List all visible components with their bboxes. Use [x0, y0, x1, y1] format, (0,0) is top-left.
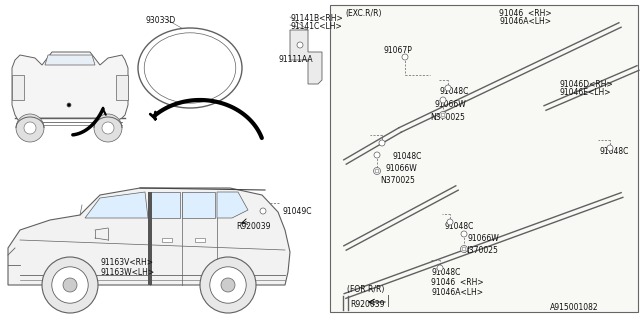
- Polygon shape: [150, 192, 180, 218]
- Circle shape: [24, 122, 36, 134]
- Text: 91111AA: 91111AA: [278, 55, 312, 64]
- Circle shape: [461, 245, 467, 252]
- Circle shape: [52, 267, 88, 303]
- Circle shape: [210, 267, 246, 303]
- Circle shape: [16, 114, 44, 142]
- Circle shape: [440, 97, 446, 103]
- Text: 91046A<LH>: 91046A<LH>: [499, 17, 551, 26]
- Circle shape: [447, 219, 453, 225]
- Text: 91163W<LH>: 91163W<LH>: [100, 268, 154, 277]
- Circle shape: [63, 278, 77, 292]
- Circle shape: [437, 265, 443, 271]
- Polygon shape: [182, 192, 215, 218]
- Circle shape: [67, 103, 71, 107]
- Text: N370025: N370025: [430, 113, 465, 122]
- Bar: [162, 238, 172, 242]
- Text: 93033D: 93033D: [145, 16, 175, 25]
- Text: 91066W: 91066W: [434, 100, 466, 109]
- Polygon shape: [12, 52, 128, 122]
- Text: 91141C<LH>: 91141C<LH>: [290, 22, 342, 31]
- Circle shape: [94, 114, 122, 142]
- Text: 91067P: 91067P: [383, 46, 412, 55]
- Circle shape: [374, 152, 380, 158]
- Polygon shape: [45, 55, 95, 65]
- Text: 91049C: 91049C: [282, 207, 312, 216]
- Text: R920039: R920039: [236, 222, 271, 231]
- Circle shape: [379, 140, 385, 146]
- Text: 91048C: 91048C: [392, 152, 421, 161]
- Text: 91046A<LH>: 91046A<LH>: [431, 288, 483, 297]
- Polygon shape: [8, 188, 290, 285]
- Polygon shape: [85, 192, 148, 218]
- Polygon shape: [290, 30, 322, 84]
- Text: 91048C: 91048C: [431, 268, 460, 277]
- Text: 91066W: 91066W: [467, 234, 499, 243]
- Text: R920039: R920039: [350, 300, 385, 309]
- Text: 91048C: 91048C: [444, 222, 474, 231]
- Circle shape: [445, 85, 451, 91]
- Bar: [116, 75, 128, 100]
- Bar: [148, 192, 152, 285]
- Text: 91048C: 91048C: [600, 147, 629, 156]
- Circle shape: [440, 111, 447, 118]
- Circle shape: [607, 145, 613, 151]
- Circle shape: [42, 257, 98, 313]
- Circle shape: [374, 167, 381, 174]
- Text: 91046  <RH>: 91046 <RH>: [499, 9, 552, 18]
- Circle shape: [461, 231, 467, 237]
- Text: 91141B<RH>: 91141B<RH>: [290, 14, 343, 23]
- Circle shape: [102, 122, 114, 134]
- Circle shape: [221, 278, 235, 292]
- Ellipse shape: [138, 28, 242, 108]
- Bar: [12, 75, 24, 100]
- Circle shape: [200, 257, 256, 313]
- Circle shape: [402, 54, 408, 60]
- Circle shape: [297, 42, 303, 48]
- Text: N370025: N370025: [463, 246, 498, 255]
- Text: 91048C: 91048C: [439, 87, 468, 96]
- Text: 91046E<LH>: 91046E<LH>: [560, 88, 611, 97]
- Text: 91163V<RH>: 91163V<RH>: [100, 258, 153, 267]
- Circle shape: [260, 208, 266, 214]
- Text: (FOR R/R): (FOR R/R): [347, 285, 385, 294]
- Polygon shape: [217, 192, 248, 218]
- Text: 91046D<RH>: 91046D<RH>: [560, 80, 614, 89]
- Bar: [330, 5, 638, 312]
- Text: 91066W: 91066W: [385, 164, 417, 173]
- Text: 91046  <RH>: 91046 <RH>: [431, 278, 484, 287]
- Text: N370025: N370025: [380, 176, 415, 185]
- Text: (EXC.R/R): (EXC.R/R): [345, 9, 381, 18]
- Bar: [195, 238, 205, 242]
- Text: A915001082: A915001082: [550, 303, 598, 312]
